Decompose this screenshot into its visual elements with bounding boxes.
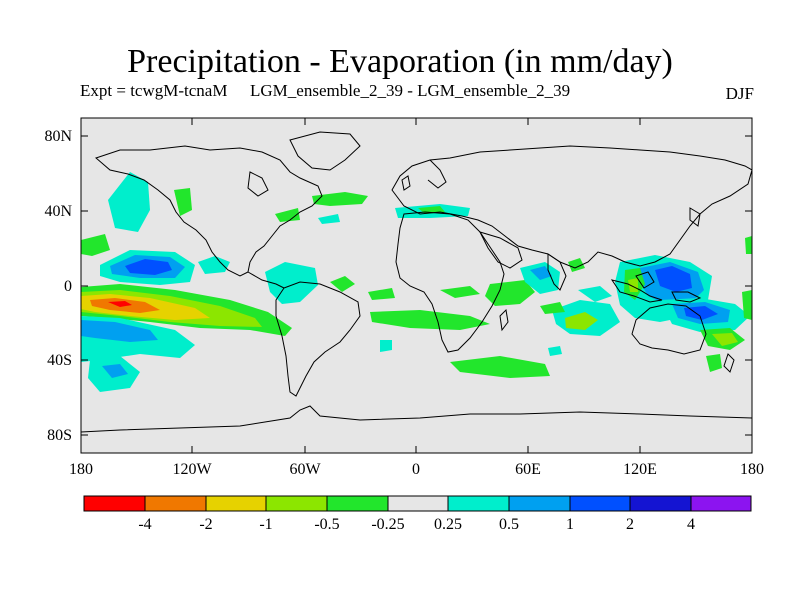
contour-lightgreen-indian	[565, 312, 598, 330]
contour-green-w-indian	[485, 280, 535, 306]
coast-north-america	[95, 145, 323, 277]
contour-cyan-africa-s	[548, 346, 562, 356]
lat-label-0: 0	[64, 278, 72, 295]
lon-label-180e: 180	[740, 461, 764, 478]
coast-antarctica	[81, 405, 752, 433]
coast-japan	[689, 207, 701, 227]
colorbar-box-0	[83, 495, 146, 512]
lon-label-180w: 180	[69, 461, 93, 478]
coast-borneo	[635, 271, 655, 289]
lat-label-80n: 80N	[44, 128, 72, 145]
colorbar-box-5	[387, 495, 449, 512]
contour-red-pacific	[108, 301, 132, 307]
colorbar-label-3: -0.5	[314, 516, 339, 533]
colorbar-box-10	[690, 495, 752, 512]
colorbar-box-7	[508, 495, 571, 512]
coast-south-america	[275, 281, 361, 397]
coast-hudson-bay	[247, 171, 269, 197]
season-label: DJF	[725, 84, 754, 103]
colorbar-label-4: -0.25	[371, 516, 404, 533]
coast-greenland	[289, 131, 361, 171]
contour-green-nz	[706, 354, 722, 372]
contour-blue-south-far	[102, 364, 128, 378]
colorbar-label-5: 0.25	[434, 516, 462, 533]
experiment-label: Expt = tcwgM-tcnaM	[80, 81, 228, 100]
colorbar-box-1	[144, 495, 207, 512]
contour-green-eq-atlantic	[368, 288, 395, 300]
contour-blue-arabian	[530, 266, 552, 280]
contour-cyan-east-pacific	[265, 262, 318, 304]
lon-label-60e: 60E	[515, 461, 541, 478]
contour-lightgreen-maritime	[628, 278, 638, 292]
lon-label-120w: 120W	[172, 461, 212, 478]
contour-green-n-atlantic-west	[174, 188, 192, 216]
contour-green-s-atlantic-low	[450, 356, 550, 378]
colorbar-box-9	[629, 495, 692, 512]
colorbar-box-4	[326, 495, 389, 512]
contour-green-date-line	[745, 236, 752, 254]
lon-label-60w: 60W	[289, 461, 321, 478]
colorbar-box-3	[265, 495, 328, 512]
coast-madagascar	[499, 308, 509, 332]
ensemble-label: LGM_ensemble_2_39 - LGM_ensemble_2_39	[250, 81, 571, 100]
contour-green-s-atlantic	[370, 310, 490, 330]
colorbar-label-2: -1	[259, 516, 272, 533]
coast-eurasia	[391, 145, 752, 269]
contour-darkblue-spcz	[684, 306, 718, 320]
contour-green-bob	[568, 258, 585, 272]
colorbar-box-6	[447, 495, 510, 512]
lon-label-120e: 120E	[623, 461, 657, 478]
contour-cyan-hawaii	[198, 256, 230, 274]
coast-arabia	[479, 231, 523, 269]
contour-green-n-atlantic	[312, 192, 368, 206]
colorbar-label-0: -4	[138, 516, 151, 533]
coast-africa	[395, 211, 505, 353]
contour-green-date-line-s	[742, 290, 752, 320]
colorbar-label-7: 1	[566, 516, 574, 533]
contour-lightgreen-tasman	[712, 333, 738, 346]
contour-green-npacific-west	[81, 234, 110, 256]
contour-green-indian-w	[540, 302, 565, 314]
contour-fields	[81, 172, 752, 392]
contour-green-s-atlantic-2	[440, 286, 480, 298]
colorbar-box-2	[205, 495, 267, 512]
coast-india	[547, 253, 567, 291]
contour-cyan-indian-e	[578, 286, 612, 302]
coast-central-america	[247, 271, 285, 289]
lon-label-0: 0	[412, 461, 420, 478]
lat-label-80s: 80S	[47, 427, 72, 444]
coast-australia	[631, 303, 707, 355]
coast-new-guinea	[671, 291, 702, 303]
coastlines	[81, 131, 752, 433]
contour-blue-spacific	[81, 320, 158, 342]
contour-cyan-atlantic-mid	[318, 214, 340, 224]
contour-cyan-gulf-alaska	[108, 172, 150, 232]
colorbar-label-8: 2	[626, 516, 634, 533]
coast-scandinavia	[427, 159, 447, 189]
colorbar-label-6: 0.5	[499, 516, 519, 533]
tick-marks	[81, 118, 752, 453]
colorbar: -4 -2 -1 -0.5 -0.25 0.25 0.5 1 2 4	[83, 495, 752, 533]
plot-title: Precipitation - Evaporation (in mm/day)	[127, 43, 673, 80]
colorbar-box-8	[569, 495, 631, 512]
coast-uk	[401, 175, 411, 191]
contour-green-atlantic-mid	[275, 208, 300, 222]
coast-indonesia	[610, 279, 663, 303]
colorbar-label-1: -2	[199, 516, 212, 533]
lat-label-40s: 40S	[47, 352, 72, 369]
contour-green-amazon	[330, 276, 355, 292]
contour-cyan-s-atlantic	[380, 340, 392, 352]
colorbar-label-9: 4	[687, 516, 695, 533]
contour-darkblue-npacific	[125, 259, 172, 275]
contour-darkblue-maritime	[655, 266, 692, 292]
coast-new-zealand	[723, 353, 735, 373]
lat-label-40n: 40N	[44, 203, 72, 220]
